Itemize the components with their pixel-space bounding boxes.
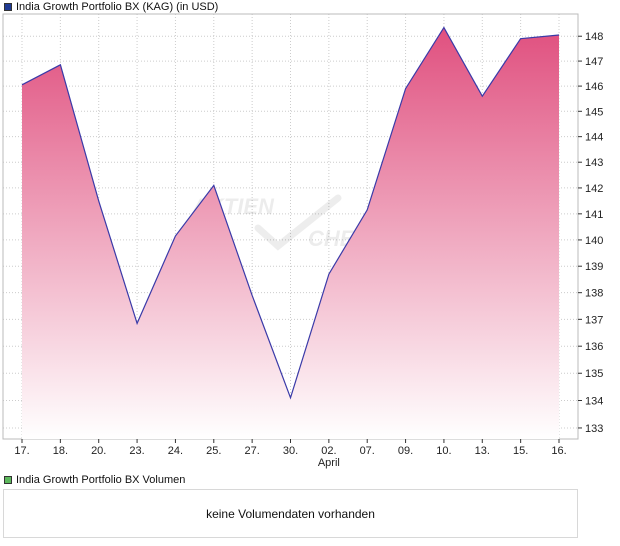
price-legend: India Growth Portfolio BX (KAG) (in USD) [4, 0, 218, 14]
x-tick-label: 20. [91, 445, 106, 457]
volume-empty-message: keine Volumendaten vorhanden [206, 506, 375, 521]
y-tick-label: 140 [585, 235, 603, 247]
x-tick-label: 17. [14, 445, 29, 457]
x-tick-label: 27. [244, 445, 259, 457]
y-axis: 133 134 135 136 137 138 139 140 141 142 143 144 145 1… [578, 31, 603, 435]
x-tick-label: 10. [436, 445, 451, 457]
watermark-check-icon [254, 194, 342, 251]
price-line [21, 26, 560, 400]
volume-legend-swatch [4, 476, 12, 484]
x-tick-label: 24. [168, 445, 183, 457]
y-tick-label: 144 [585, 132, 603, 144]
y-tick-label: 138 [585, 288, 603, 300]
price-legend-swatch [4, 3, 12, 11]
y-tick-label: 145 [585, 106, 603, 118]
price-chart: AKTIEN CHECK 17. 18. 20. 23. 24. 25. 27. 30. 02.… [2, 13, 603, 469]
y-tick-label: 147 [585, 56, 603, 68]
x-tick-label: 13. [475, 445, 490, 457]
x-tick-label: 30. [283, 445, 298, 457]
y-tick-label: 136 [585, 341, 603, 353]
y-tick-label: 137 [585, 314, 603, 326]
price-legend-label: India Growth Portfolio BX (KAG) (in USD) [16, 1, 219, 13]
volume-panel: keine Volumendaten vorhanden [3, 489, 578, 538]
y-tick-label: 146 [585, 81, 603, 93]
x-axis: 17. 18. 20. 23. 24. 25. 27. 30. 02. 07. 09. 10. 13. 1… [14, 439, 567, 469]
x-tick-label: 09. [398, 445, 413, 457]
x-tick-label: 07. [360, 445, 375, 457]
x-tick-label: 02. [321, 445, 336, 457]
volume-legend-label: India Growth Portfolio BX Volumen [16, 474, 186, 486]
x-tick-label: 23. [129, 445, 144, 457]
y-tick-label: 142 [585, 183, 603, 195]
x-tick-label: 16. [551, 445, 566, 457]
y-tick-label: 135 [585, 368, 603, 380]
y-tick-label: 139 [585, 261, 603, 273]
y-tick-label: 134 [585, 395, 603, 407]
x-month-label: April [318, 457, 340, 469]
x-tick-label: 18. [53, 445, 68, 457]
x-tick-label: 25. [206, 445, 221, 457]
y-tick-label: 143 [585, 157, 603, 169]
volume-legend: India Growth Portfolio BX Volumen [4, 473, 185, 487]
y-tick-label: 141 [585, 209, 603, 221]
price-area [22, 27, 559, 439]
y-tick-label: 133 [585, 423, 603, 435]
x-tick-label: 15. [513, 445, 528, 457]
y-tick-label: 148 [585, 31, 603, 43]
